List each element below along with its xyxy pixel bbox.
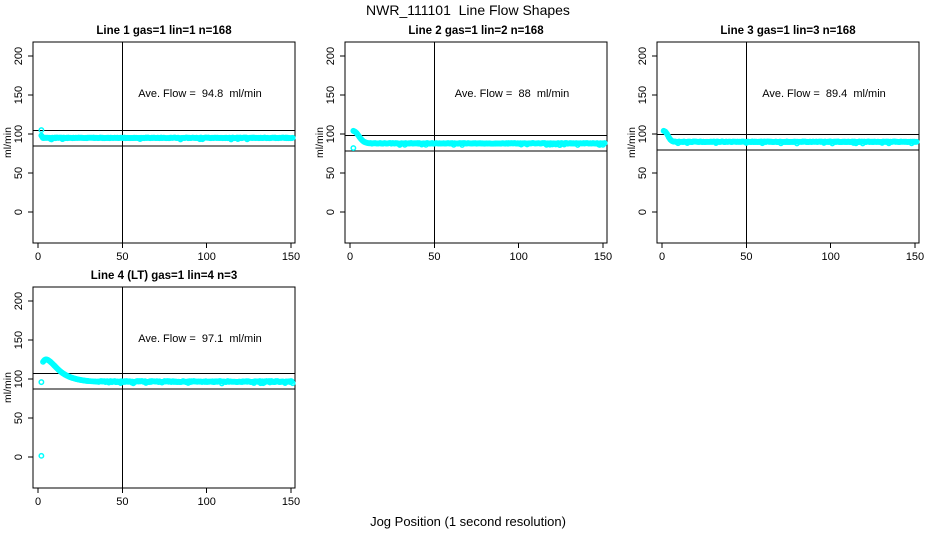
ave-flow-annotation: Ave. Flow = 94.8 ml/min <box>138 88 262 100</box>
y-tick-label: 150 <box>325 86 337 104</box>
figure-title: NWR_111101 Line Flow Shapes <box>366 2 570 18</box>
y-tick-label: 200 <box>13 47 25 65</box>
x-tick-label: 50 <box>428 251 440 263</box>
x-tick-label: 150 <box>282 251 300 263</box>
plot-border <box>32 286 296 489</box>
x-tick-label: 100 <box>197 496 215 508</box>
x-tick-label: 0 <box>35 251 41 263</box>
y-tick-label: 200 <box>13 292 25 310</box>
plot-area: 0 50 100 150 0 50 100 150 200 ml/min <box>2 286 300 508</box>
x-tick-label: 150 <box>282 496 300 508</box>
ave-flow-annotation: Ave. Flow = 97.1 ml/min <box>138 333 262 345</box>
x-tick-label: 50 <box>740 251 752 263</box>
panel-title: Line 2 gas=1 lin=2 n=168 <box>408 25 544 37</box>
x-tick-label: 0 <box>347 251 353 263</box>
y-tick-label: 100 <box>325 125 337 143</box>
y-tick-label: 50 <box>637 167 649 179</box>
panel-line-3: 0 50 100 150 0 50 100 150 200 ml/min Line 3 gas=1… <box>624 20 936 270</box>
y-axis-title: ml/min <box>2 372 14 403</box>
x-tick-label: 100 <box>509 251 527 263</box>
x-tick-label: 0 <box>35 496 41 508</box>
y-axis-title: ml/min <box>314 127 326 158</box>
y-tick-label: 0 <box>13 209 25 215</box>
plot-border <box>32 41 296 244</box>
panel-title: Line 4 (LT) gas=1 lin=4 n=3 <box>90 270 238 282</box>
y-tick-label: 150 <box>637 86 649 104</box>
panel-line-1: 0 50 100 150 0 50 100 150 200 ml/min Line 1 gas=1… <box>0 20 312 270</box>
outlier-point <box>350 145 357 151</box>
x-tick-label: 150 <box>594 251 612 263</box>
y-tick-label: 0 <box>637 209 649 215</box>
y-tick-label: 150 <box>13 86 25 104</box>
x-tick-label: 100 <box>197 251 215 263</box>
panel-title: Line 1 gas=1 lin=1 n=168 <box>96 25 232 37</box>
y-tick-label: 50 <box>13 412 25 424</box>
x-axis-title: Jog Position (1 second resolution) <box>370 514 566 529</box>
x-tick-label: 50 <box>116 496 128 508</box>
data-point <box>601 140 608 147</box>
data-point <box>289 134 296 141</box>
y-tick-label: 150 <box>13 331 25 349</box>
panel-line-4: 0 50 100 150 0 50 100 150 200 ml/min Line 4 (LT) … <box>0 270 312 520</box>
data-point <box>289 380 296 387</box>
plot-area: 0 50 100 150 0 50 100 150 200 ml/min <box>2 41 300 263</box>
y-tick-label: 100 <box>13 125 25 143</box>
y-tick-label: 0 <box>13 454 25 460</box>
x-tick-label: 100 <box>821 251 839 263</box>
x-tick-label: 0 <box>659 251 665 263</box>
plot-area: 0 50 100 150 0 50 100 150 200 ml/min <box>626 41 924 263</box>
y-tick-label: 100 <box>637 125 649 143</box>
ave-flow-annotation: Ave. Flow = 89.4 ml/min <box>762 88 886 100</box>
x-tick-label: 150 <box>906 251 924 263</box>
y-axis-title: ml/min <box>2 127 14 158</box>
panel-title: Line 3 gas=1 lin=3 n=168 <box>720 25 856 37</box>
data-point <box>38 127 45 134</box>
outlier-point <box>38 379 45 386</box>
data-point <box>913 138 920 145</box>
x-tick-label: 50 <box>116 251 128 263</box>
y-tick-label: 200 <box>325 47 337 65</box>
plot-area: 0 50 100 150 0 50 100 150 200 ml/min <box>314 41 612 263</box>
ave-flow-annotation: Ave. Flow = 88 ml/min <box>454 88 570 100</box>
panel-line-2: 0 50 100 150 0 50 100 150 200 ml/min Line 2 gas=1… <box>312 20 624 270</box>
y-tick-label: 200 <box>637 47 649 65</box>
y-axis-title: ml/min <box>626 127 638 158</box>
y-tick-label: 50 <box>325 167 337 179</box>
y-tick-label: 50 <box>13 167 25 179</box>
outlier-point <box>38 452 45 459</box>
y-tick-label: 0 <box>325 209 337 215</box>
y-tick-label: 100 <box>13 370 25 388</box>
